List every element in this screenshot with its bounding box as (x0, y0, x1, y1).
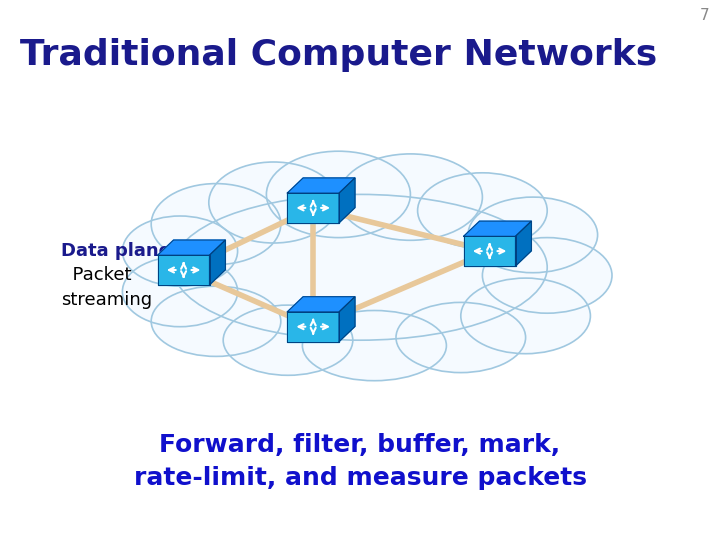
Ellipse shape (418, 173, 547, 248)
Ellipse shape (122, 216, 238, 286)
Polygon shape (339, 178, 355, 222)
Text: rate-limit, and measure packets: rate-limit, and measure packets (133, 466, 587, 490)
Ellipse shape (151, 286, 281, 356)
Polygon shape (287, 193, 339, 222)
Ellipse shape (302, 310, 446, 381)
Ellipse shape (209, 162, 338, 243)
Polygon shape (516, 221, 531, 266)
Ellipse shape (266, 151, 410, 238)
Polygon shape (287, 178, 355, 193)
Polygon shape (464, 237, 516, 266)
Ellipse shape (151, 184, 281, 265)
Polygon shape (464, 221, 531, 237)
Text: streaming: streaming (61, 291, 153, 309)
Text: Packet: Packet (61, 266, 132, 285)
Polygon shape (339, 296, 355, 342)
Ellipse shape (396, 302, 526, 373)
Polygon shape (287, 312, 339, 342)
Polygon shape (210, 240, 225, 285)
Text: Forward, filter, buffer, mark,: Forward, filter, buffer, mark, (159, 434, 561, 457)
Polygon shape (158, 255, 210, 285)
Ellipse shape (482, 238, 612, 313)
Polygon shape (158, 240, 225, 255)
Ellipse shape (122, 256, 238, 327)
Text: 7: 7 (700, 8, 709, 23)
Ellipse shape (338, 154, 482, 240)
Ellipse shape (173, 194, 547, 340)
Ellipse shape (468, 197, 598, 273)
Ellipse shape (223, 305, 353, 375)
Polygon shape (287, 296, 355, 312)
Ellipse shape (461, 278, 590, 354)
Text: Data plane:: Data plane: (61, 242, 179, 260)
Text: Traditional Computer Networks: Traditional Computer Networks (19, 38, 657, 72)
